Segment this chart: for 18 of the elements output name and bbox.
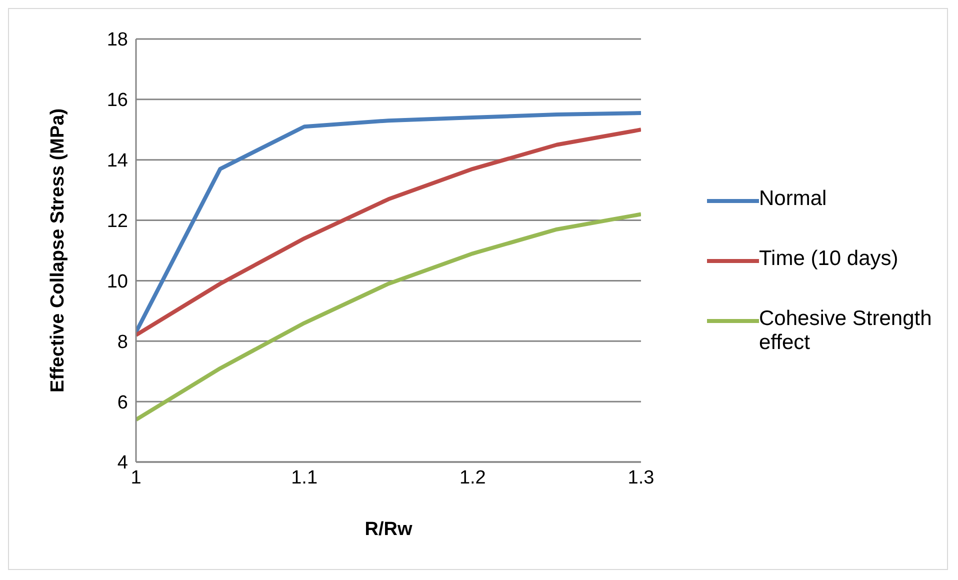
y-tick-label: 12 — [106, 211, 128, 232]
x-tick-label: 1.3 — [628, 467, 654, 488]
y-tick-label: 16 — [106, 90, 128, 112]
x-tick-label: 1.1 — [291, 467, 318, 488]
x-axis-title: R/Rw — [364, 519, 412, 540]
y-tick-label: 8 — [117, 332, 128, 353]
y-tick-label: 4 — [117, 452, 128, 474]
legend-label: Normal — [759, 187, 827, 211]
legend-label: Time (10 days) — [759, 247, 898, 271]
legend-label: Cohesive Strength effect — [759, 307, 933, 355]
y-tick-label: 6 — [117, 392, 128, 414]
x-tick-label: 1.2 — [459, 467, 486, 488]
line-series — [136, 212, 641, 422]
y-axis-title: Effective Collapse Stress (MPa) — [48, 108, 69, 393]
y-tick-label: 14 — [106, 150, 128, 172]
x-tick-label: 1 — [130, 467, 142, 488]
y-tick-label: 18 — [106, 30, 128, 51]
y-tick-label: 10 — [106, 271, 128, 292]
